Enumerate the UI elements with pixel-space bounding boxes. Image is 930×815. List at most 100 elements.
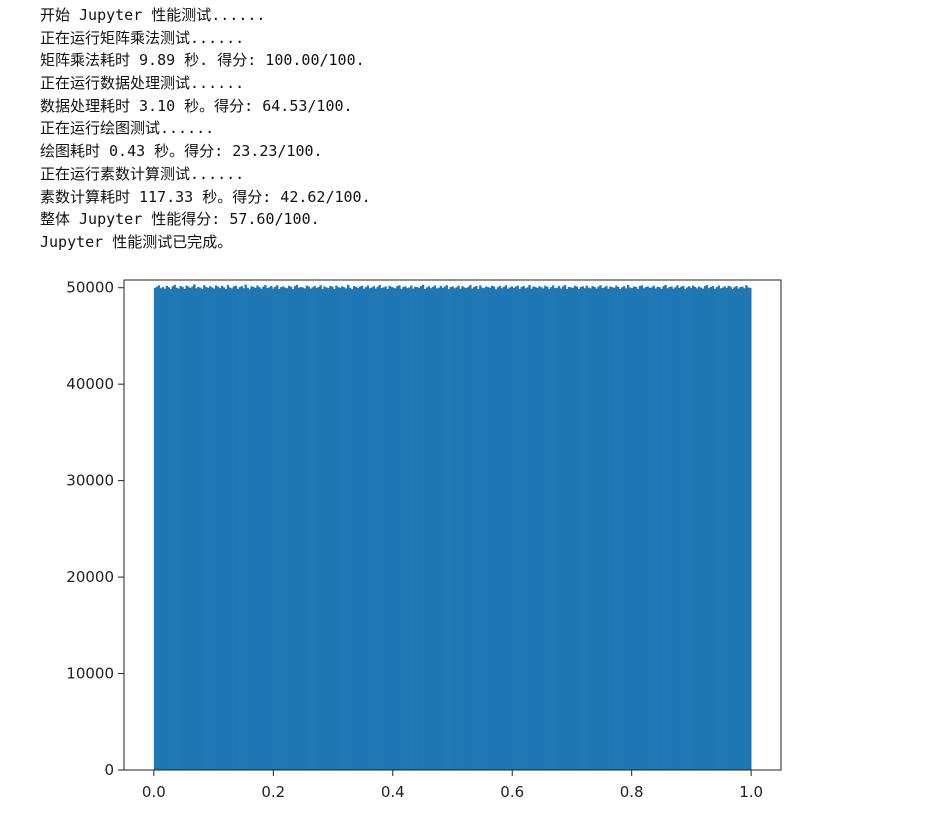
histogram-bar — [416, 287, 419, 770]
histogram-bar — [291, 289, 295, 770]
histogram-bar — [297, 287, 301, 770]
histogram-bar — [349, 287, 352, 770]
histogram-bar — [335, 285, 338, 770]
output-line: 素数计算耗时 117.33 秒。得分: 42.62/100. — [40, 187, 371, 206]
histogram-bar — [281, 286, 285, 770]
histogram-bar — [737, 288, 740, 770]
histogram-bar — [240, 286, 243, 770]
histogram-bar — [745, 285, 748, 770]
histogram-bar — [317, 286, 320, 770]
histogram-bar — [283, 287, 287, 770]
histogram-bar — [445, 285, 448, 770]
histogram-bar — [238, 287, 241, 770]
y-tick-label: 10000 — [66, 665, 114, 683]
histogram-bar — [709, 286, 713, 770]
histogram-bar — [311, 287, 314, 770]
histogram-bar — [205, 287, 208, 770]
histogram-bar — [626, 285, 630, 770]
histogram-bar — [345, 288, 348, 770]
histogram-bar — [423, 288, 427, 770]
histogram-bar — [356, 287, 360, 770]
histogram-bar — [254, 287, 257, 770]
histogram-bar — [632, 286, 636, 770]
histogram-bar — [256, 285, 259, 770]
y-tick-label: 20000 — [66, 568, 114, 586]
histogram-bar — [540, 287, 543, 770]
histogram-bar — [585, 285, 588, 770]
histogram-bar — [153, 287, 157, 770]
histogram-bar — [711, 285, 715, 770]
histogram-bar — [325, 287, 328, 770]
histogram-bar — [506, 288, 510, 770]
histogram-bar — [463, 287, 466, 770]
histogram-bar — [421, 284, 425, 770]
histogram-bar — [601, 288, 604, 770]
cell-output-text: 开始 Jupyter 性能测试...... 正在运行矩阵乘法测试...... 矩阵乘… — [40, 4, 371, 254]
x-tick-label: 0.4 — [381, 783, 405, 801]
histogram-bar — [690, 287, 693, 770]
histogram-bar — [461, 286, 464, 770]
histogram-bar — [398, 285, 401, 770]
histogram-bar — [248, 289, 251, 770]
histogram-bar — [382, 287, 385, 770]
histogram-bar — [565, 288, 569, 770]
histogram-bar — [289, 286, 293, 770]
histogram-bar — [623, 286, 626, 770]
histogram-bar — [481, 287, 484, 770]
histogram-bar — [197, 286, 200, 770]
histogram-bar — [287, 285, 291, 770]
histogram-bar — [597, 286, 600, 770]
histogram-bar — [697, 286, 701, 770]
histogram-bar — [747, 287, 750, 770]
histogram-bar — [532, 286, 535, 770]
histogram-bar — [567, 286, 571, 770]
histogram-bar — [268, 287, 271, 770]
histogram-bar — [177, 288, 180, 770]
histogram-bar — [193, 284, 196, 770]
histogram-bar — [392, 287, 395, 770]
histogram-bar — [406, 288, 409, 770]
histogram-bar — [485, 286, 488, 770]
histogram-bar — [181, 287, 184, 770]
histogram-bar — [723, 286, 726, 770]
histogram-bar — [699, 287, 703, 770]
histogram-bar — [262, 286, 265, 770]
histogram-bar — [179, 285, 182, 770]
histogram-bar — [173, 284, 176, 770]
histogram-bar — [431, 286, 435, 770]
histogram-bar — [157, 285, 161, 770]
histogram-bar — [502, 286, 506, 770]
histogram-bar — [226, 285, 230, 770]
histogram-bar — [524, 288, 527, 770]
histogram-bar — [684, 289, 687, 770]
histogram-bar — [455, 287, 458, 770]
histogram-bar — [465, 288, 468, 770]
histogram-bar — [682, 285, 685, 770]
histogram-bar — [735, 286, 738, 770]
histogram-bar — [459, 288, 462, 770]
histogram-bar — [561, 286, 565, 770]
histogram-chart: 0 10000 20000 30000 40000 50000 0.0 0.2 0.4 0.6 0.… — [66, 279, 782, 801]
histogram-bar — [520, 287, 523, 770]
histogram-bar — [435, 288, 439, 770]
histogram-bar — [658, 287, 661, 770]
histogram-bar — [496, 287, 500, 770]
histogram-bar — [701, 288, 705, 770]
histogram-figure: 0 10000 20000 30000 40000 50000 0.0 0.2 0.4 0.6 0.… — [0, 260, 930, 810]
histogram-bar — [272, 288, 275, 770]
histogram-bar — [295, 284, 299, 770]
histogram-bar — [260, 288, 263, 770]
histogram-bar — [654, 288, 657, 770]
histogram-bar — [638, 285, 642, 770]
histogram-bar — [615, 285, 618, 770]
histogram-bar — [376, 286, 379, 770]
histogram-bar — [717, 285, 720, 770]
histogram-bar — [646, 286, 649, 770]
histogram-bar — [321, 288, 324, 770]
histogram-bar — [246, 287, 249, 770]
histogram-bar — [577, 289, 580, 770]
histogram-bar — [447, 289, 450, 770]
histogram-bar — [492, 286, 496, 770]
histogram-bar — [587, 287, 590, 770]
histogram-bar — [457, 285, 460, 770]
